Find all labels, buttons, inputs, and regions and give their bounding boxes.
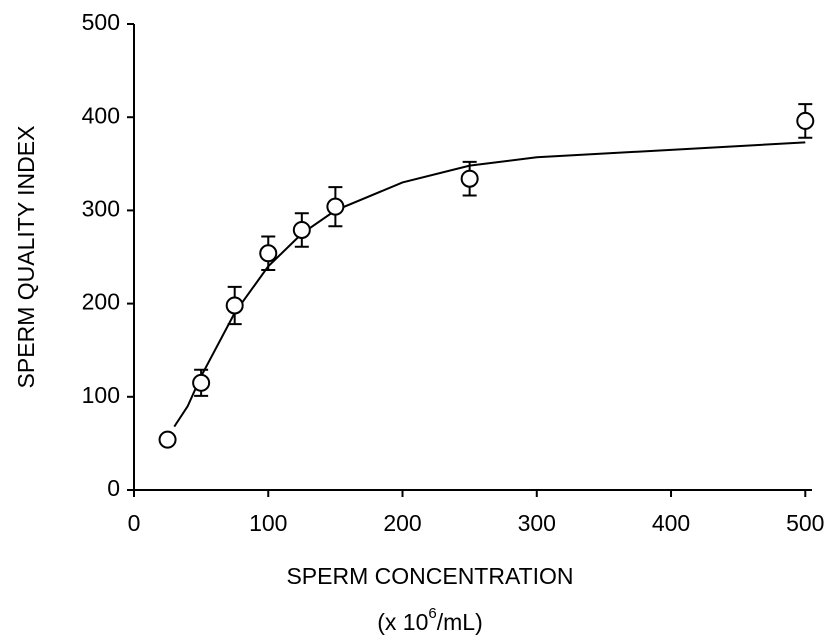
y-tick-label: 400: [82, 102, 120, 128]
x-tick-label: 400: [652, 510, 690, 536]
y-axis-label: SPERM QUALITY INDEX: [13, 126, 39, 389]
data-point: [292, 220, 311, 239]
y-tick-label: 300: [82, 195, 120, 221]
x-tick-label: 500: [786, 510, 824, 536]
y-tick-label: 0: [107, 475, 120, 501]
fit-curve: [173, 141, 806, 428]
data-point: [192, 373, 211, 392]
x-tick-label: 0: [128, 510, 141, 536]
y-tick-label: 200: [82, 289, 120, 315]
data-point: [225, 296, 244, 315]
x-axis-label: SPERM CONCENTRATION: [286, 563, 573, 589]
data-point: [326, 197, 345, 216]
x-tick-label: 100: [249, 510, 287, 536]
unit-text: /mL): [437, 609, 483, 635]
data-point: [259, 244, 278, 263]
y-tick-label: 500: [82, 9, 120, 35]
y-tick-label: 100: [82, 382, 120, 408]
unit-superscript: 6: [428, 605, 436, 622]
data-point: [158, 430, 177, 449]
x-tick-label: 300: [518, 510, 556, 536]
data-point: [460, 169, 479, 188]
data-point: [796, 111, 815, 130]
unit-text: (x 10: [377, 609, 428, 635]
x-tick-label: 200: [383, 510, 421, 536]
x-axis-unit: (x 106/mL): [377, 605, 482, 635]
